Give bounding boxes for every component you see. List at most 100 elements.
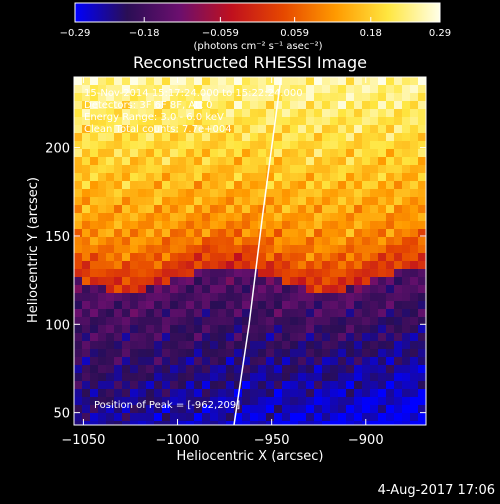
heatmap-cell — [106, 277, 115, 286]
heatmap-cell — [90, 285, 99, 294]
heatmap-cell — [370, 341, 379, 350]
heatmap-cell — [154, 93, 163, 102]
heatmap-cell — [330, 341, 339, 350]
heatmap-cell — [330, 205, 339, 214]
heatmap-cell — [250, 397, 259, 406]
heatmap-cell — [418, 373, 426, 382]
heatmap-cell — [122, 229, 131, 238]
heatmap-cell — [258, 197, 267, 206]
heatmap-cell — [250, 213, 259, 222]
heatmap-cell — [338, 293, 347, 302]
heatmap-cell — [226, 421, 235, 425]
x-axis-ticks: −1050 −1000 −950 −900 — [61, 77, 384, 448]
heatmap-cell — [250, 237, 259, 246]
heatmap-cell — [378, 197, 387, 206]
heatmap-cell — [138, 397, 147, 406]
annotation-total-counts: Clean Total counts: 7.7e+004 — [84, 124, 232, 135]
heatmap-cell — [370, 245, 379, 254]
heatmap-cell — [290, 125, 299, 134]
heatmap-cell — [266, 381, 275, 390]
heatmap-cell — [202, 141, 211, 150]
heatmap-cell — [170, 213, 179, 222]
heatmap-cell — [258, 253, 267, 262]
colorbar-tick-label: −0.29 — [60, 28, 91, 39]
heatmap-cell — [282, 245, 291, 254]
heatmap-cell — [90, 237, 99, 246]
heatmap-cell — [162, 357, 171, 366]
heatmap-cell — [410, 237, 419, 246]
heatmap-cell — [410, 421, 419, 425]
heatmap-cell — [202, 117, 211, 126]
heatmap-cell — [210, 133, 219, 142]
heatmap-cell — [362, 381, 371, 390]
heatmap-cell — [242, 181, 251, 190]
heatmap-cell — [378, 149, 387, 158]
heatmap-cell — [194, 133, 203, 142]
heatmap-cell — [194, 253, 203, 262]
heatmap-cell — [106, 293, 115, 302]
heatmap-cell — [130, 85, 139, 94]
heatmap-cell — [90, 173, 99, 182]
heatmap-cell — [282, 93, 291, 102]
heatmap-cell — [114, 181, 123, 190]
heatmap-cell — [194, 149, 203, 158]
heatmap-cell — [186, 269, 195, 278]
heatmap-cell — [410, 165, 419, 174]
heatmap-cell — [298, 389, 307, 398]
x-tick-label: −900 — [348, 433, 384, 448]
heatmap-cell — [290, 293, 299, 302]
heatmap-cell — [74, 381, 83, 390]
colorbar-tick-label: 0.059 — [280, 28, 309, 39]
heatmap-cell — [354, 293, 363, 302]
heatmap-cell — [210, 109, 219, 118]
heatmap-cell — [178, 253, 187, 262]
heatmap-cell — [370, 229, 379, 238]
heatmap-cell — [418, 93, 426, 102]
heatmap-cell — [410, 301, 419, 310]
heatmap-cell — [394, 197, 403, 206]
heatmap-cell — [218, 349, 227, 358]
heatmap-cell — [394, 245, 403, 254]
heatmap-cell — [322, 421, 331, 425]
heatmap-cell — [154, 165, 163, 174]
heatmap-cell — [114, 349, 123, 358]
heatmap-cell — [386, 277, 395, 286]
heatmap-cell — [226, 141, 235, 150]
heatmap-cell — [146, 125, 155, 134]
heatmap-cell — [106, 301, 115, 310]
heatmap-cell — [410, 397, 419, 406]
heatmap-cell — [178, 277, 187, 286]
heatmap-cell — [154, 237, 163, 246]
heatmap-cell — [218, 309, 227, 318]
heatmap-cell — [170, 253, 179, 262]
heatmap-cell — [202, 261, 211, 270]
heatmap-cell — [250, 285, 259, 294]
heatmap-cell — [362, 405, 371, 414]
heatmap-cell — [346, 285, 355, 294]
heatmap-cell — [394, 349, 403, 358]
heatmap-cell — [178, 285, 187, 294]
heatmap-cell — [178, 397, 187, 406]
heatmap-cell — [322, 141, 331, 150]
heatmap-cell — [162, 317, 171, 326]
heatmap-cell — [130, 93, 139, 102]
heatmap-cell — [90, 261, 99, 270]
heatmap-cell — [354, 381, 363, 390]
heatmap-cell — [410, 77, 419, 86]
heatmap-cell — [306, 173, 315, 182]
heatmap-cell — [218, 189, 227, 198]
heatmap-cell — [114, 381, 123, 390]
heatmap-cell — [314, 229, 323, 238]
heatmap-cell — [266, 77, 275, 86]
heatmap-cell — [98, 205, 107, 214]
heatmap-cell — [386, 357, 395, 366]
heatmap-cell — [250, 301, 259, 310]
heatmap-cell — [370, 173, 379, 182]
heatmap-cell — [170, 141, 179, 150]
heatmap-cell — [202, 133, 211, 142]
heatmap-cell — [282, 421, 291, 425]
heatmap-cell — [186, 93, 195, 102]
heatmap-cell — [418, 341, 426, 350]
heatmap-cell — [378, 125, 387, 134]
heatmap-cell — [178, 221, 187, 230]
